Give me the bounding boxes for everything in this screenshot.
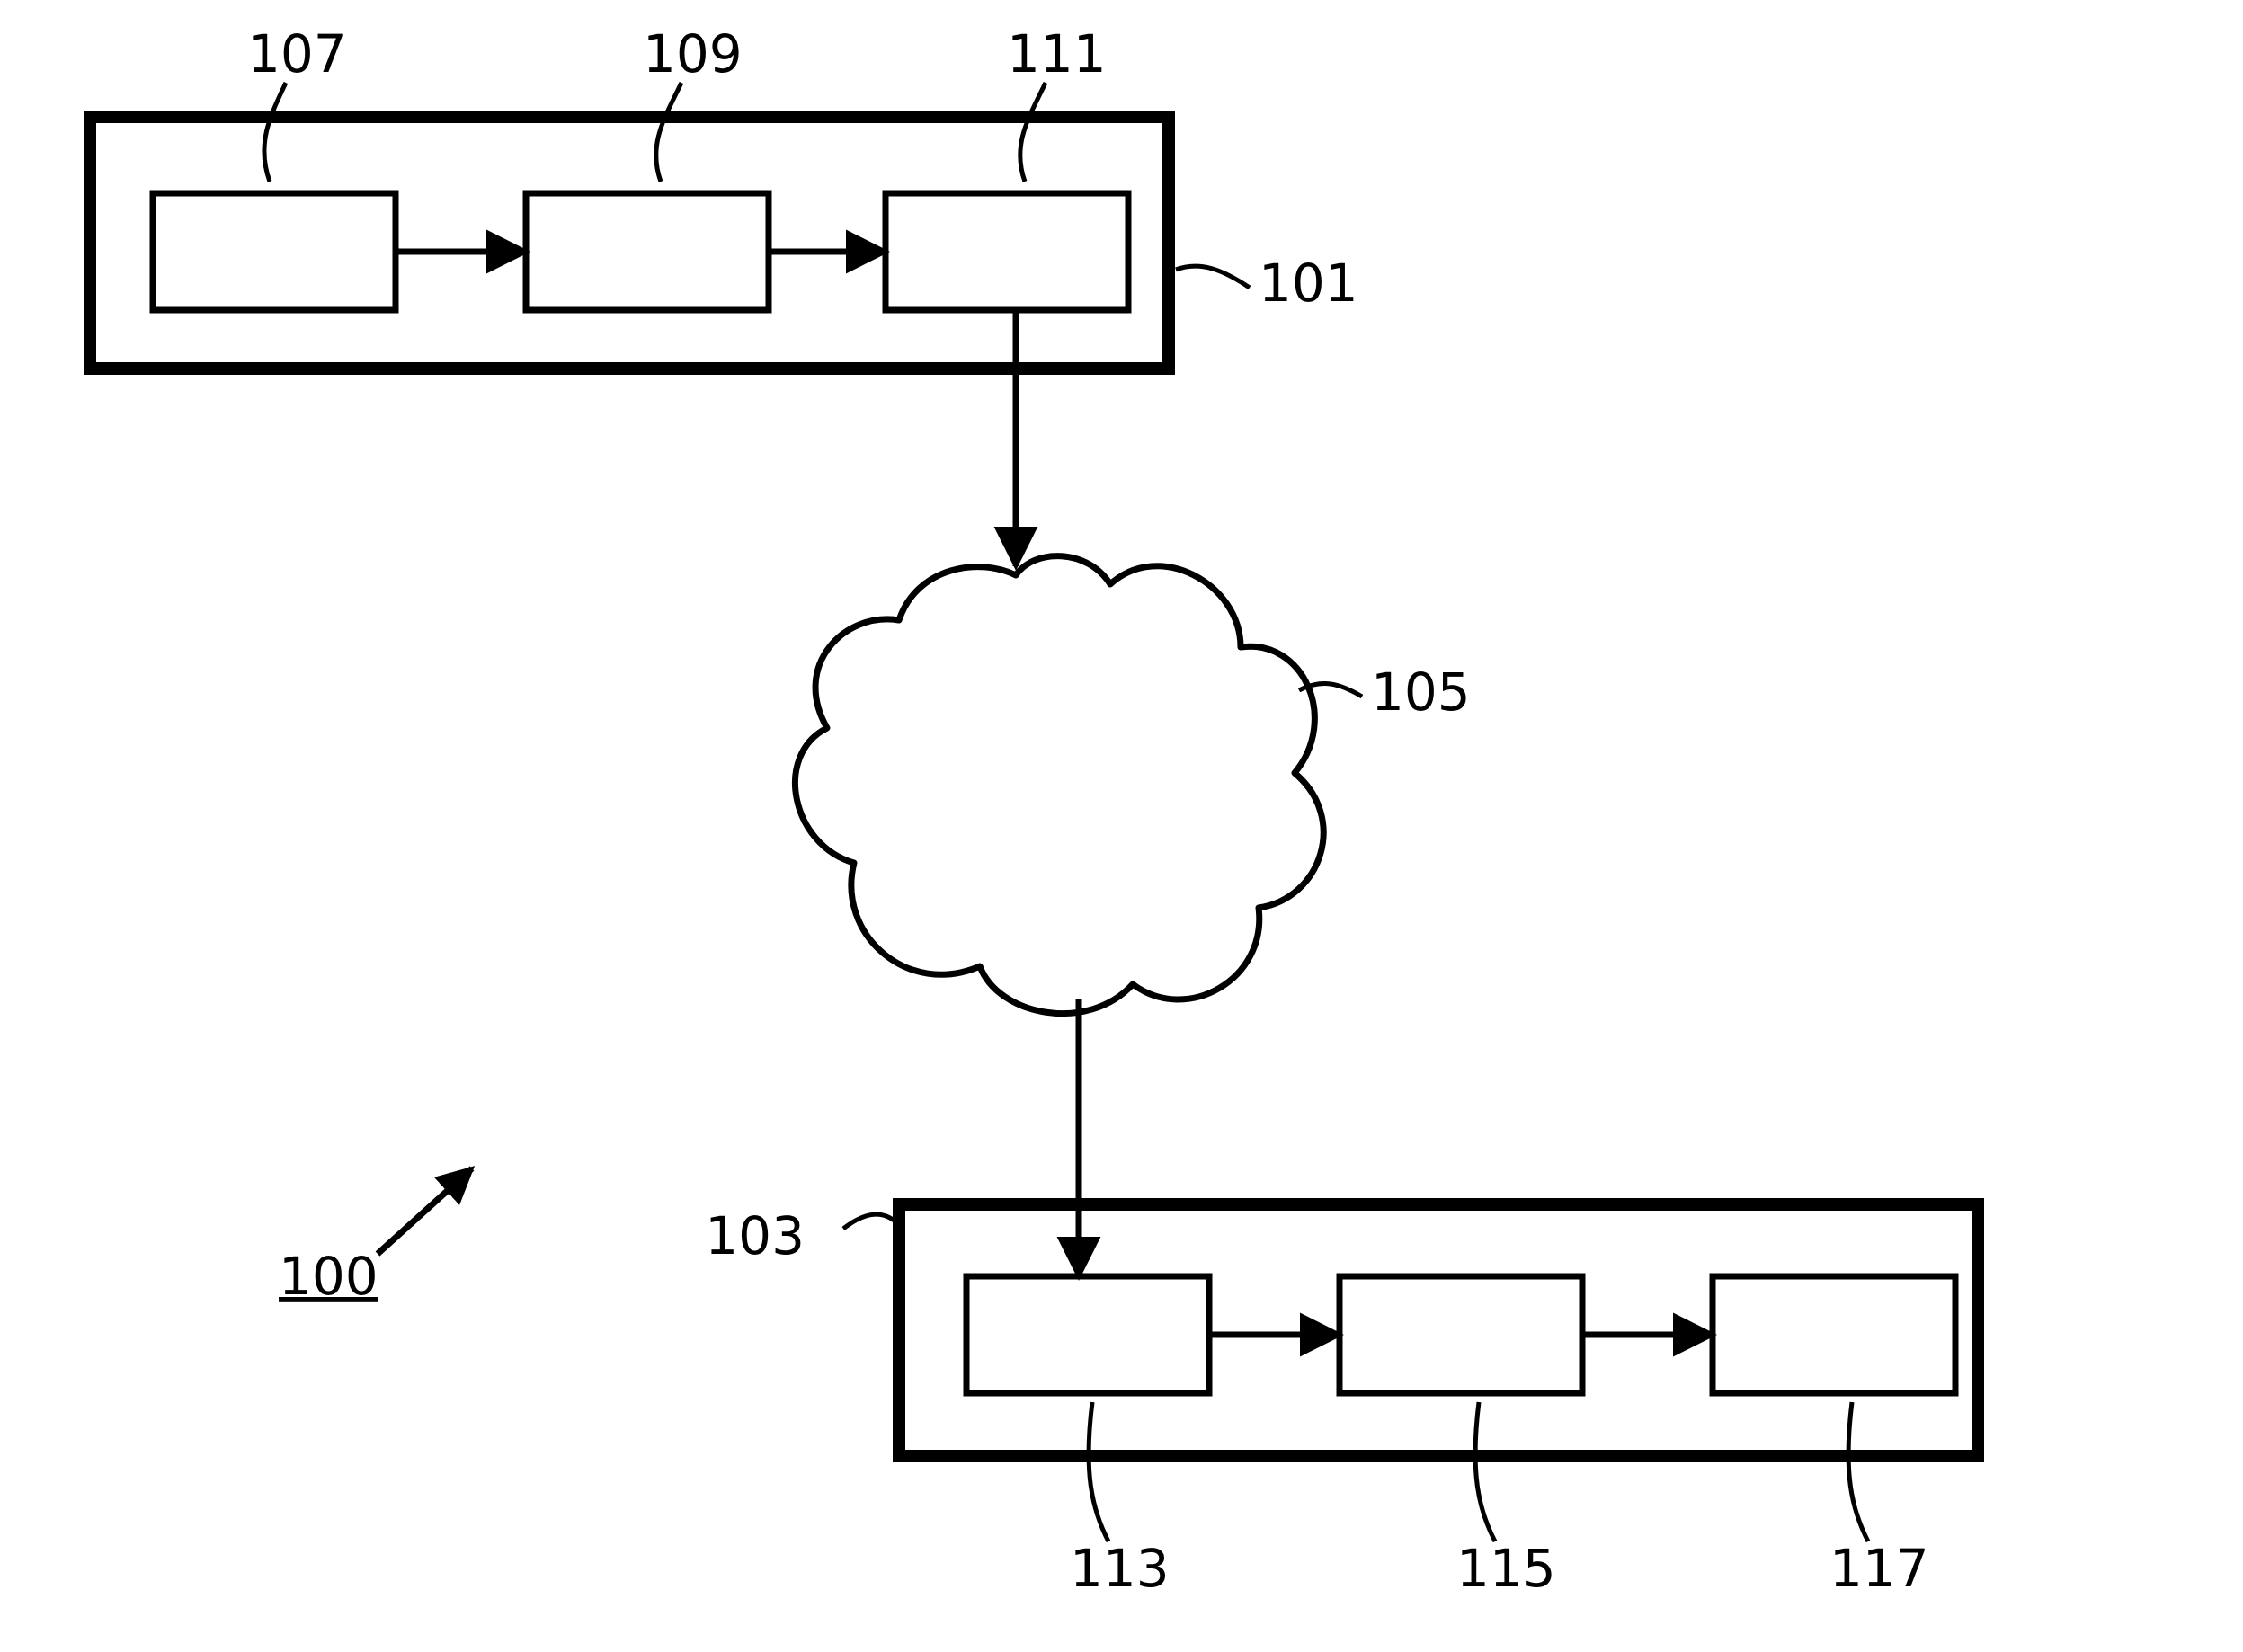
label-100: 100: [279, 1246, 378, 1307]
lead-107: [264, 83, 286, 182]
patent-block-diagram: 107 109 111 101 105 103 113 115 117 100: [0, 0, 2243, 1652]
label-101: 101: [1259, 253, 1358, 314]
box-111: [886, 193, 1128, 310]
label-115: 115: [1456, 1538, 1556, 1599]
lead-111: [1020, 83, 1046, 182]
box-113: [966, 1276, 1209, 1393]
label-107: 107: [247, 23, 347, 84]
label-111: 111: [1007, 23, 1107, 84]
box-117: [1713, 1276, 1955, 1393]
ref-arrow-100: [378, 1168, 472, 1254]
label-103: 103: [705, 1205, 805, 1266]
cloud-105: [795, 556, 1323, 1014]
lead-109: [656, 83, 681, 182]
label-105: 105: [1371, 662, 1471, 723]
lead-103: [843, 1214, 896, 1229]
box-115: [1340, 1276, 1582, 1393]
box-107: [153, 193, 396, 310]
outer-box-103: [899, 1204, 1978, 1456]
box-109: [526, 193, 769, 310]
label-117: 117: [1829, 1538, 1929, 1599]
label-113: 113: [1070, 1538, 1170, 1599]
lead-117: [1848, 1402, 1868, 1541]
lead-113: [1089, 1402, 1108, 1541]
lead-101: [1176, 266, 1250, 288]
label-109: 109: [643, 23, 743, 84]
outer-box-101: [90, 117, 1169, 369]
lead-115: [1475, 1402, 1495, 1541]
